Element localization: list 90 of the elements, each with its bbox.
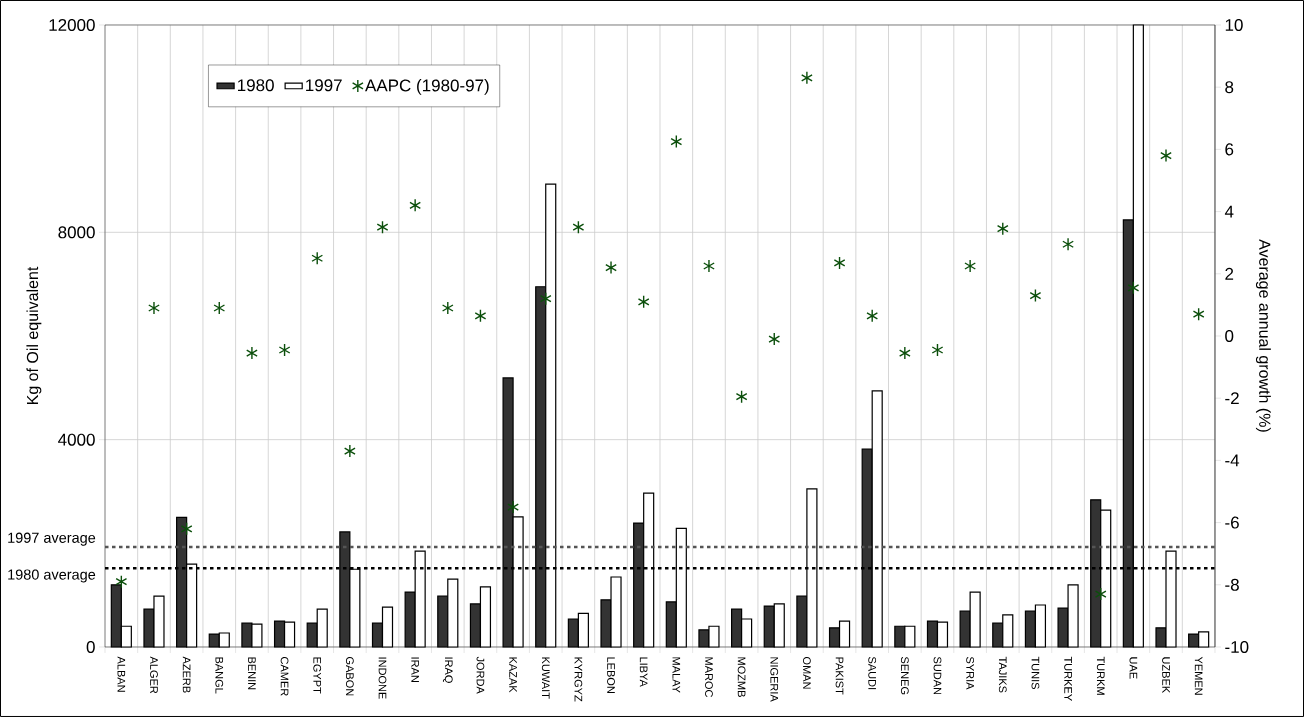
legend-label: 1980 — [238, 79, 274, 92]
point — [246, 346, 258, 360]
point — [637, 295, 650, 309]
y2-tick-label: -10 — [1225, 640, 1249, 654]
x-tick-label: LIBYA — [639, 657, 648, 687]
point — [1192, 307, 1205, 321]
y2-tick-label: -2 — [1225, 392, 1239, 405]
x-tick-label: TURKEY — [1064, 656, 1072, 701]
point — [866, 309, 879, 323]
y2-tick-label: 10 — [1225, 18, 1243, 32]
x-tick-label: KAZAK — [509, 657, 517, 693]
x-tick-label: KYRGYZ — [574, 657, 583, 702]
x-tick-label: CAMER — [280, 657, 289, 696]
point — [115, 574, 128, 589]
point — [833, 256, 846, 270]
point — [1094, 587, 1107, 601]
x-tick-label: KUWAIT — [541, 657, 550, 699]
x-tick-label: OMAN — [803, 657, 811, 689]
point — [1160, 148, 1172, 163]
point — [441, 301, 454, 315]
y-tick-label: 0 — [86, 640, 95, 654]
x-tick-label: IRAQ — [442, 657, 453, 683]
point — [278, 343, 291, 357]
point — [768, 332, 781, 346]
point — [898, 346, 911, 360]
point — [735, 389, 748, 404]
y2-tick-label: 8 — [1225, 81, 1234, 94]
x-tick-label: BANGL — [215, 657, 224, 694]
y2-tick-label: -6 — [1225, 516, 1239, 529]
legend-label: 1997 — [306, 79, 342, 92]
x-tick-label: NIGERIA — [770, 657, 779, 702]
y2-axis-title: Average annual growth (%) — [1255, 239, 1271, 432]
point — [801, 71, 813, 85]
point — [376, 220, 389, 234]
x-tick-label: INDONE — [378, 657, 387, 699]
x-tick-label: AZERB — [182, 656, 191, 693]
point — [409, 198, 422, 213]
point — [148, 301, 160, 315]
y2-tick-label: 2 — [1225, 267, 1234, 280]
y-tick-label: 12000 — [49, 18, 95, 32]
x-tick-label: ALBAN — [117, 656, 126, 692]
x-tick-label: SUDAN — [933, 657, 942, 695]
x-tick-label: MAROC — [705, 657, 713, 698]
point — [311, 251, 324, 265]
point — [572, 220, 585, 234]
x-tick-label: SYRIA — [966, 657, 975, 690]
point — [931, 343, 944, 357]
point — [1127, 281, 1140, 295]
point — [1062, 237, 1074, 251]
y2-tick-label: 0 — [1225, 329, 1234, 343]
x-tick-label: UAE — [1129, 657, 1138, 679]
point — [507, 500, 519, 514]
y-tick-label: 4000 — [58, 433, 95, 446]
y2-tick-label: 4 — [1224, 205, 1234, 218]
x-tick-label: SENEG — [900, 657, 909, 695]
point — [213, 301, 226, 315]
x-tick-label: UZBEK — [1162, 657, 1170, 694]
y2-tick-label: 6 — [1225, 143, 1234, 156]
x-tick-label: LEBON — [607, 657, 615, 693]
point — [964, 259, 977, 273]
x-tick-label: BENIN — [248, 657, 256, 690]
x-tick-label: MOZMB — [737, 657, 746, 697]
x-tick-label: TAJIKS — [998, 656, 1007, 693]
y2-tick-label: -8 — [1225, 578, 1239, 591]
x-tick-label: TUNIS — [1031, 656, 1040, 689]
y2-tick-label: -4 — [1225, 454, 1240, 467]
x-tick-label: PAKIST — [835, 657, 844, 695]
x-tick-label: GABON — [345, 657, 354, 696]
y-axis-title: Kg of Oil equivalent — [26, 266, 42, 405]
x-tick-label: TURKM — [1096, 656, 1105, 695]
x-tick-label: JORDA — [476, 656, 485, 694]
x-tick-label: ALGER — [150, 656, 158, 694]
point — [539, 291, 552, 306]
x-tick-label: MALAY — [672, 657, 681, 693]
point — [1029, 288, 1042, 303]
x-tick-label: YEMEN — [1194, 656, 1203, 695]
x-tick-label: IRAN — [411, 657, 419, 682]
point — [343, 444, 356, 458]
ref-line-label: 1980 average — [8, 569, 96, 583]
x-tick-label: EGYPT — [313, 657, 322, 694]
point — [703, 259, 715, 273]
y-tick-label: 8000 — [58, 226, 95, 239]
point — [180, 522, 193, 536]
point — [474, 309, 487, 323]
legend-label: AAPC (1980-97) — [365, 79, 489, 95]
point — [605, 260, 617, 275]
x-tick-label: SAUDI — [868, 657, 877, 690]
point — [996, 221, 1009, 236]
point — [670, 134, 683, 149]
ref-line-label: 1997 average — [8, 532, 96, 546]
